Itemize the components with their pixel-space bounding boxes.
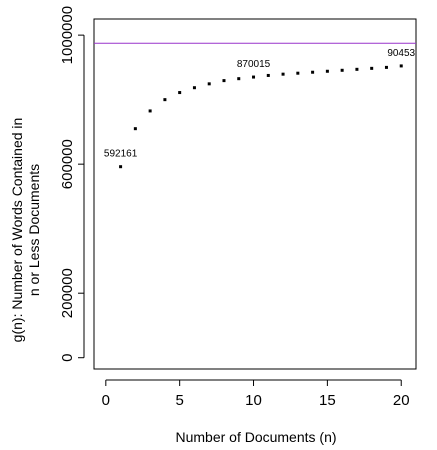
x-tick-label: 10	[245, 392, 262, 409]
data-point	[384, 65, 388, 69]
data-points	[119, 64, 403, 169]
data-point	[266, 73, 270, 77]
y-tick-label: 1000000	[59, 6, 76, 64]
data-label: 870015	[237, 59, 271, 70]
data-point	[207, 82, 211, 86]
y-tick-label: 600000	[59, 139, 76, 189]
y-axis-title-line-1: g(n): Number of Words Contained in	[9, 118, 25, 343]
data-point	[163, 98, 167, 102]
y-axis-title-line-2: n or Less Documents	[26, 164, 42, 296]
x-tick-label: 15	[319, 392, 336, 409]
data-point	[281, 72, 285, 76]
data-point	[399, 64, 403, 68]
data-point	[340, 68, 344, 72]
x-tick-label: 0	[102, 392, 110, 409]
x-axis: 0 5 10 15 20	[102, 379, 410, 409]
data-point	[148, 109, 152, 113]
data-point	[222, 79, 226, 83]
y-axis: 0 200000 600000 1000000	[59, 6, 85, 362]
data-label: 592161	[104, 149, 138, 160]
data-point	[325, 69, 329, 73]
x-axis-title: Number of Documents (n)	[175, 429, 336, 445]
data-point	[119, 165, 123, 169]
y-tick-label: 0	[59, 354, 76, 362]
data-point	[237, 77, 241, 81]
data-point	[192, 86, 196, 90]
data-point	[252, 75, 256, 79]
data-point	[355, 67, 359, 71]
data-point	[133, 127, 137, 131]
data-point	[296, 71, 300, 75]
data-point	[178, 91, 182, 95]
data-point	[370, 66, 374, 70]
y-tick-label: 200000	[59, 268, 76, 318]
annotations: 592161 870015 90453	[104, 48, 416, 160]
x-tick-label: 5	[175, 392, 183, 409]
data-label: 90453	[387, 48, 415, 59]
x-tick-label: 20	[393, 392, 410, 409]
plot-frame	[93, 18, 417, 370]
data-point	[311, 70, 315, 74]
